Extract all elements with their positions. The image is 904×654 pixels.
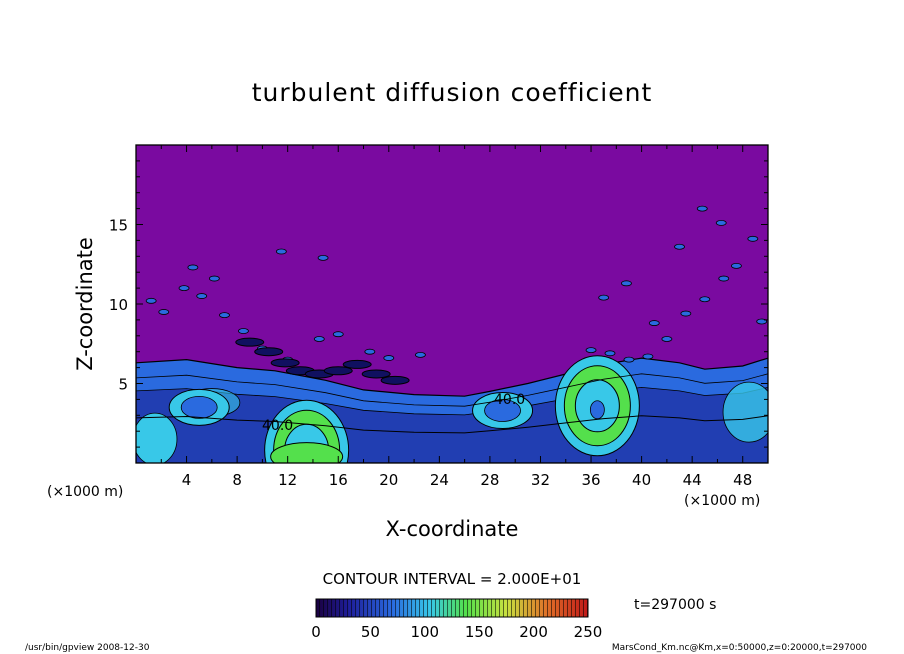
x-tick-label: 4: [182, 471, 192, 489]
turbulence-speck: [674, 243, 685, 250]
turbulence-speck: [158, 309, 170, 315]
x-axis-label: X-coordinate: [386, 517, 519, 541]
turbulence-speck: [219, 312, 230, 319]
turbulence-speck: [585, 347, 597, 354]
x-unit-left: (×1000 m): [47, 484, 123, 500]
x-tick-label: 44: [683, 471, 702, 489]
turbulence-speck: [661, 336, 673, 342]
turbulence-speck: [747, 235, 759, 242]
turbulence-speck: [317, 254, 329, 261]
colorbar-tick-label: 200: [519, 623, 548, 641]
x-tick-label: 28: [480, 471, 499, 489]
turbulence-speck: [208, 275, 220, 282]
turbulence-speck: [731, 262, 742, 269]
turbulence-speck: [699, 296, 711, 303]
turbulence-speck: [145, 297, 157, 304]
colorbar: 0 50 100 150 200 250: [311, 598, 602, 641]
contour-interval: CONTOUR INTERVAL = 2.000E+01: [323, 570, 582, 588]
turbulence-speck: [604, 350, 616, 357]
contour-line: [136, 373, 768, 407]
x-tick-label: 16: [329, 471, 348, 489]
turbulence-speck: [598, 294, 610, 301]
turbulence-speck: [696, 205, 708, 212]
footer-left: /usr/bin/gpview 2008-12-30: [25, 643, 150, 653]
x-tick-label: 48: [733, 471, 752, 489]
turbulence-speck: [621, 280, 632, 287]
y-tick-label: 15: [109, 217, 128, 235]
turbulence-speck: [313, 336, 325, 342]
x-tick-label: 8: [232, 471, 242, 489]
footer-right: MarsCond_Km.nc@Km,x=0:50000,z=0:20000,t=…: [612, 643, 867, 653]
cyan-patch: [136, 412, 178, 463]
plot-area: [136, 145, 768, 463]
turbulence-speck: [238, 328, 249, 334]
colorbar-frame: [315, 598, 589, 618]
layer-top-band: [380, 375, 410, 385]
green-blob: [270, 442, 344, 463]
x-tick-label: 40: [632, 471, 651, 489]
colorbar-tick-label: 50: [361, 623, 380, 641]
turbulence-speck: [275, 248, 287, 255]
layer-top-band: [342, 359, 372, 369]
contour-line: [136, 415, 768, 434]
time-label: t=297000 s: [634, 597, 716, 613]
contour-label: 40.0: [262, 418, 293, 434]
layer-top-band: [361, 369, 391, 379]
x-tick-label: 24: [430, 471, 449, 489]
layer-top-band: [254, 347, 284, 357]
x-tick-label: 32: [531, 471, 550, 489]
turbulence-speck: [414, 351, 426, 358]
colorbar-stripes: [316, 599, 588, 617]
turbulence-speck: [648, 320, 660, 326]
eddy-inner: [180, 395, 218, 419]
colorbar-ticks: 0 50 100 150 200 250: [311, 623, 602, 641]
layer-top-band: [323, 366, 353, 376]
colorbar-tick-label: 150: [465, 623, 494, 641]
turbulence-speck: [332, 331, 344, 338]
turbulence-speck: [642, 353, 654, 360]
layer-top-band: [235, 337, 265, 347]
cyan-patch: [722, 381, 768, 443]
turbulence-speck: [680, 310, 692, 317]
turbulence-speck: [187, 264, 199, 271]
turbulence-speck: [715, 220, 727, 226]
colorbar-tick-label: 100: [410, 623, 439, 641]
field-layer: [136, 205, 768, 463]
colorbar-tick-label: 0: [311, 623, 321, 641]
y-tick-label: 10: [109, 296, 128, 314]
x-tick-label: 20: [379, 471, 398, 489]
x-unit-right: (×1000 m): [684, 493, 760, 509]
x-tick-label: 12: [278, 471, 297, 489]
turbulence-speck: [178, 285, 190, 292]
eddy-core: [589, 400, 605, 420]
turbulence-speck: [718, 275, 730, 282]
y-tick-label: 5: [118, 376, 128, 394]
layer-top-band: [270, 358, 300, 368]
turbulence-speck: [383, 355, 395, 361]
turbulence-speck: [623, 356, 635, 363]
contour-label: 40.0: [494, 392, 525, 408]
y-axis-label: Z-coordinate: [73, 237, 97, 371]
turbulence-speck: [364, 348, 376, 355]
colorbar-tick-label: 250: [574, 623, 603, 641]
x-tick-label: 36: [581, 471, 600, 489]
chart-title: turbulent diffusion coefficient: [252, 78, 653, 107]
turbulence-speck: [196, 293, 208, 299]
